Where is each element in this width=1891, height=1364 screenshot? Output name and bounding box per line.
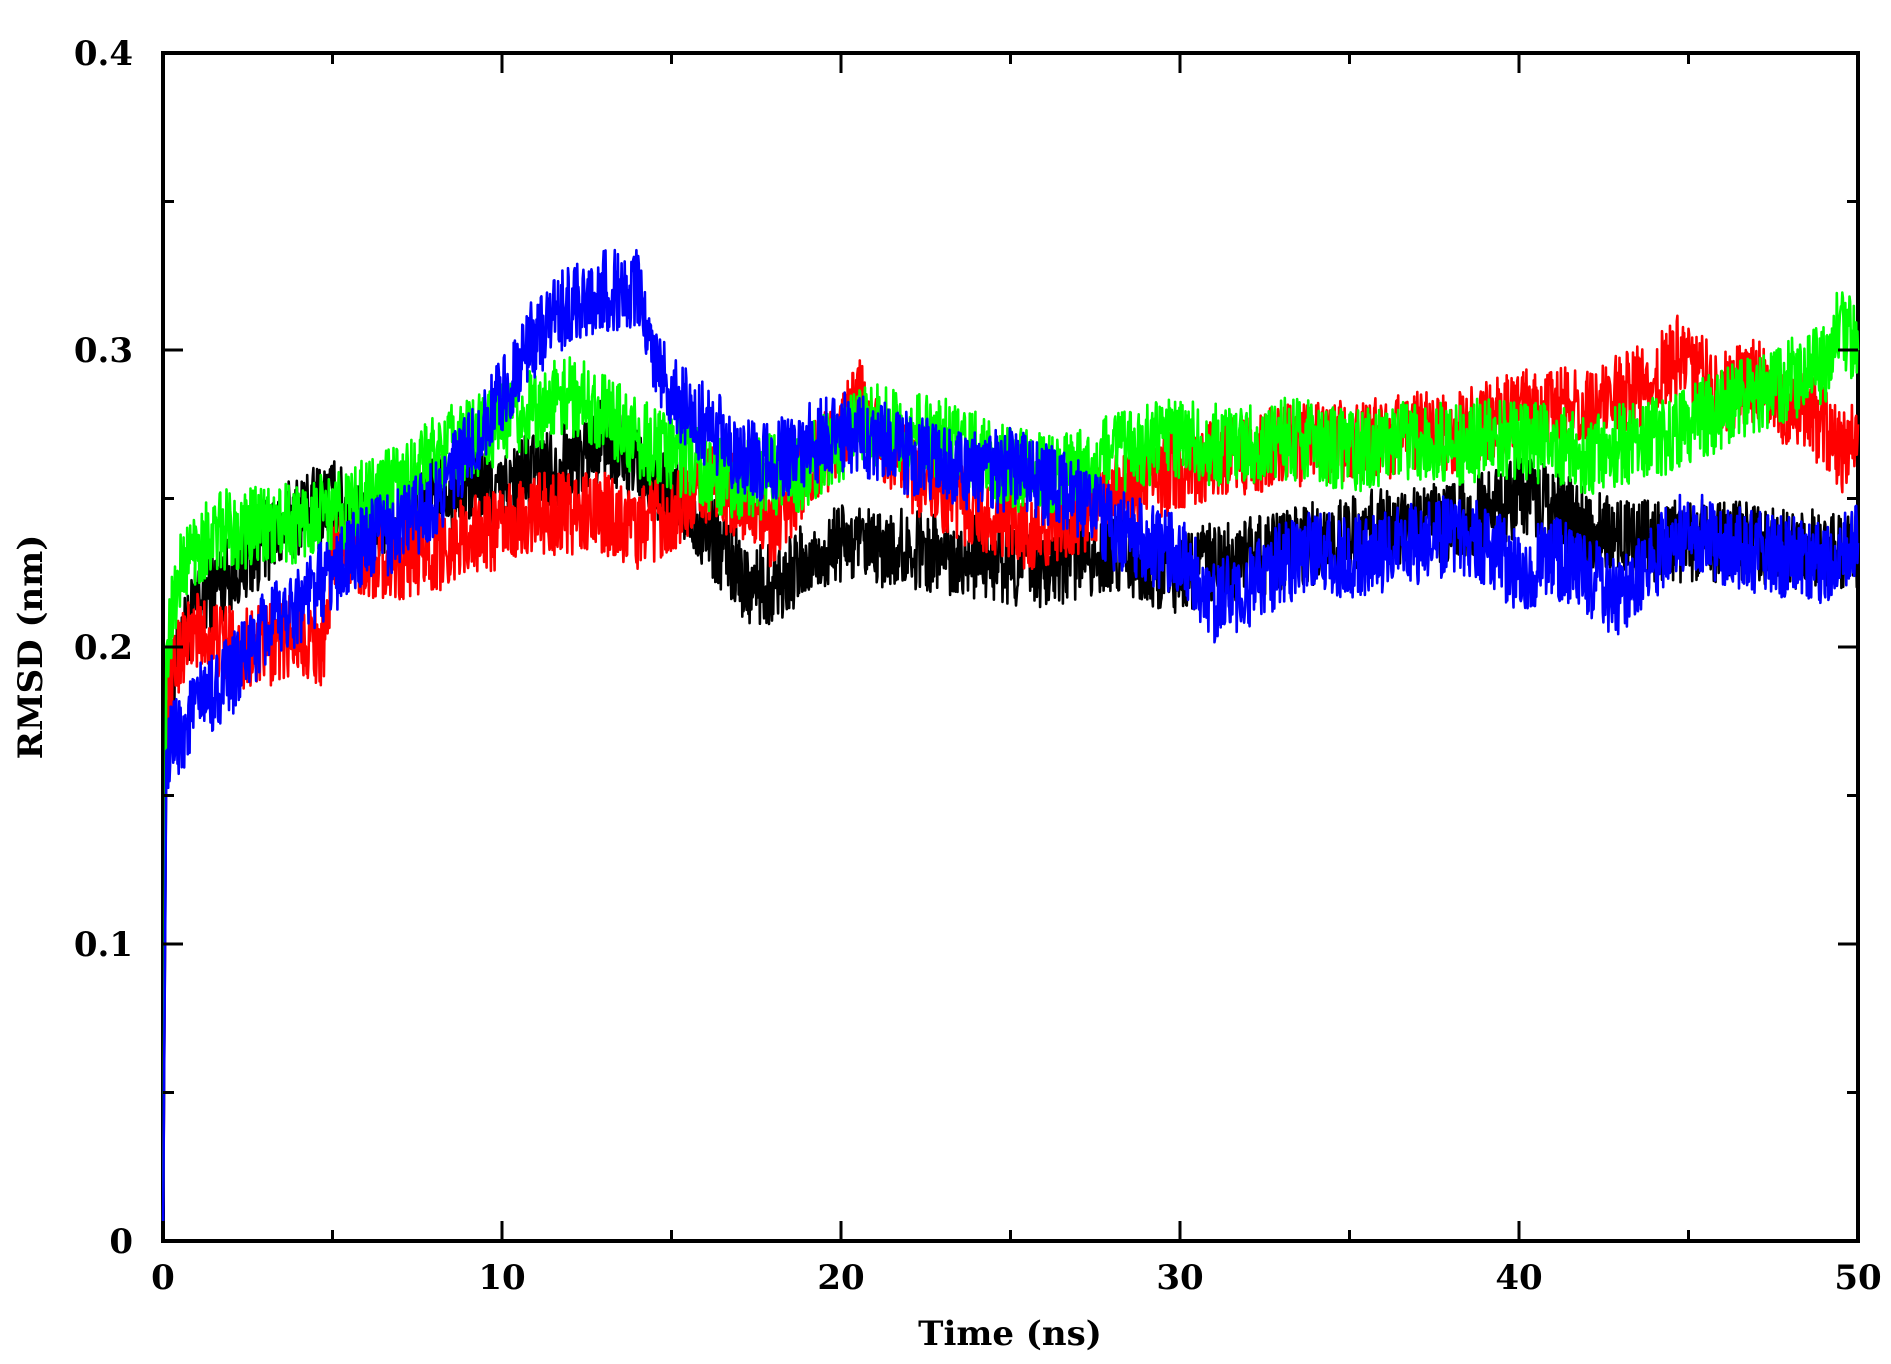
y-tick-label: 0 xyxy=(109,1222,133,1262)
x-tick-label: 40 xyxy=(1495,1258,1542,1298)
series-line-4 xyxy=(161,248,1860,1242)
x-tick-label: 20 xyxy=(817,1258,864,1298)
y-axis-title: RMSD (nm) xyxy=(11,535,51,760)
x-tick-label: 0 xyxy=(151,1258,175,1298)
y-tick-label: 0.2 xyxy=(74,628,133,668)
y-tick-labels: 0 0.1 0.2 0.3 0.4 xyxy=(74,34,133,1262)
y-tick-label: 0.4 xyxy=(74,34,133,74)
tick-layer xyxy=(161,51,1860,1243)
y-tick-label: 0.3 xyxy=(74,331,133,371)
series-line-2 xyxy=(161,314,1860,1242)
series-layer xyxy=(161,248,1860,1242)
plot-area-frame xyxy=(161,51,1860,1243)
x-tick-label: 30 xyxy=(1156,1258,1203,1298)
x-tick-label: 50 xyxy=(1834,1258,1881,1298)
x-tick-labels: 0 10 20 30 40 50 xyxy=(151,1258,1882,1298)
x-axis-title: Time (ns) xyxy=(918,1314,1102,1354)
x-tick-label: 10 xyxy=(478,1258,525,1298)
y-tick-label: 0.1 xyxy=(74,925,133,965)
